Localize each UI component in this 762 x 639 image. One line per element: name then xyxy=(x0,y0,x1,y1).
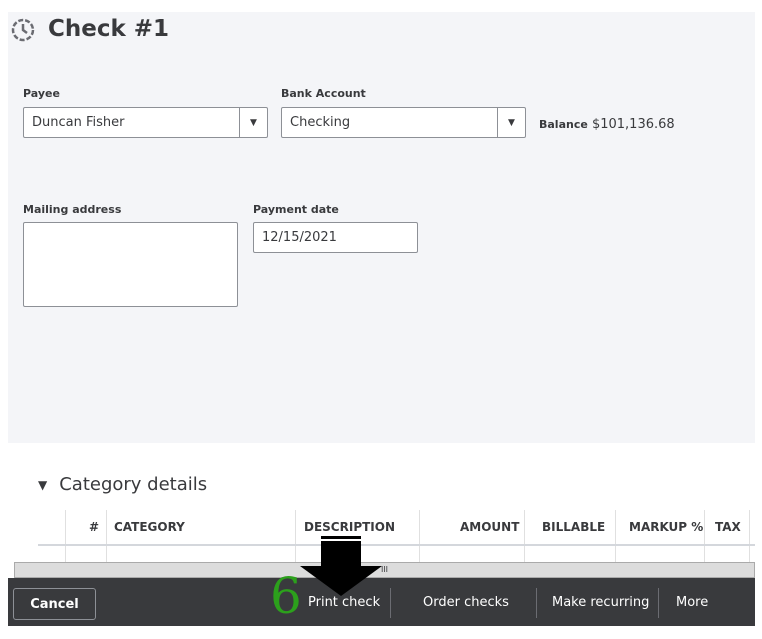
order-checks-button[interactable]: Order checks xyxy=(423,594,509,610)
make-recurring-button[interactable]: Make recurring xyxy=(552,594,650,610)
scroll-grip[interactable]: III xyxy=(380,565,389,574)
horizontal-scrollbar[interactable]: III xyxy=(14,562,755,578)
bank-account-value: Checking xyxy=(290,115,351,130)
balance: Balance $101,136.68 xyxy=(539,117,675,132)
recent-transactions-icon[interactable] xyxy=(10,17,36,43)
col-amount: AMOUNT xyxy=(460,520,520,534)
payee-label: Payee xyxy=(23,87,60,100)
col-markup: MARKUP % xyxy=(629,520,704,534)
footer-bar: Cancel Print check Order checks Make rec… xyxy=(8,578,755,626)
down-arrow-annotation-icon xyxy=(300,536,382,596)
mailing-address-label: Mailing address xyxy=(23,203,122,216)
payee-value: Duncan Fisher xyxy=(32,115,125,130)
category-details-toggle[interactable]: ▼ Category details xyxy=(38,474,207,495)
cancel-button[interactable]: Cancel xyxy=(13,588,96,620)
balance-label: Balance xyxy=(539,118,588,131)
payment-date-label: Payment date xyxy=(253,203,339,216)
page-title: Check #1 xyxy=(48,16,170,42)
print-check-button[interactable]: Print check xyxy=(308,594,381,610)
bank-account-label: Bank Account xyxy=(281,87,366,100)
table-header-divider xyxy=(38,544,755,546)
bank-account-select[interactable]: Checking ▼ xyxy=(281,107,526,138)
chevron-down-icon[interactable]: ▼ xyxy=(497,108,525,137)
col-description: DESCRIPTION xyxy=(304,520,396,534)
col-category: CATEGORY xyxy=(114,520,185,534)
caret-down-icon: ▼ xyxy=(38,477,48,492)
balance-value: $101,136.68 xyxy=(591,117,675,132)
category-details-title: Category details xyxy=(59,474,208,495)
payment-date-input[interactable]: 12/15/2021 xyxy=(253,222,418,253)
more-button[interactable]: More xyxy=(676,594,709,610)
chevron-down-icon[interactable]: ▼ xyxy=(239,108,267,137)
mailing-address-input[interactable] xyxy=(23,222,238,307)
col-billable: BILLABLE xyxy=(542,520,606,534)
payee-select[interactable]: Duncan Fisher ▼ xyxy=(23,107,268,138)
col-number: # xyxy=(89,520,100,534)
col-tax: TAX xyxy=(715,520,741,534)
step-number-annotation: 6 xyxy=(270,567,302,625)
